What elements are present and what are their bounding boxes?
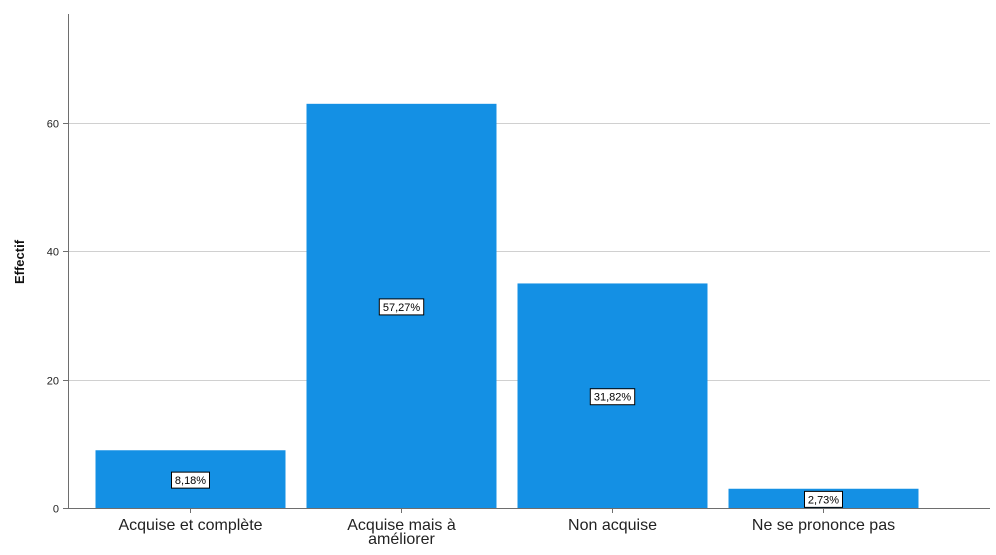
x-tick-label-line: Ne se prononce pas bbox=[752, 517, 895, 534]
y-tick-label: 0 bbox=[53, 504, 59, 516]
x-tick-label: Non acquise bbox=[568, 517, 657, 534]
y-tick-label: 20 bbox=[47, 376, 59, 388]
data-label-text: 57,27% bbox=[383, 302, 421, 314]
data-label-box bbox=[589, 388, 636, 406]
data-label-box bbox=[804, 490, 843, 508]
data-label: 2,73% bbox=[804, 490, 843, 508]
data-label-box bbox=[378, 298, 425, 316]
data-label: 57,27% bbox=[378, 298, 425, 316]
x-tick-label-line: Non acquise bbox=[568, 517, 657, 534]
y-tick-label: 40 bbox=[47, 247, 59, 259]
axes: 0 20 40 60 Acquise et complète Acquise mais à… bbox=[47, 14, 990, 548]
x-tick-label-line: Acquise et complète bbox=[118, 517, 262, 534]
x-tick-label: Acquise et complète bbox=[118, 517, 262, 534]
data-label-text: 8,18% bbox=[175, 475, 206, 487]
bars bbox=[95, 103, 919, 509]
x-tick-label: Ne se prononce pas bbox=[752, 517, 895, 534]
y-tick-label: 60 bbox=[47, 119, 59, 131]
data-label-box bbox=[171, 471, 210, 489]
data-label: 31,82% bbox=[589, 388, 636, 406]
x-tick-label: Acquise mais à améliorer bbox=[347, 517, 456, 548]
data-label-text: 31,82% bbox=[594, 392, 632, 404]
x-tick-label-line: améliorer bbox=[368, 531, 435, 548]
y-axis-title: Effectif bbox=[12, 239, 27, 284]
data-label-text: 2,73% bbox=[808, 494, 839, 506]
data-label: 8,18% bbox=[171, 471, 210, 489]
data-labels: 8,18% 57,27% 31,82% 2,73% bbox=[171, 298, 843, 508]
x-tick-label-line: Acquise mais à bbox=[347, 517, 456, 534]
